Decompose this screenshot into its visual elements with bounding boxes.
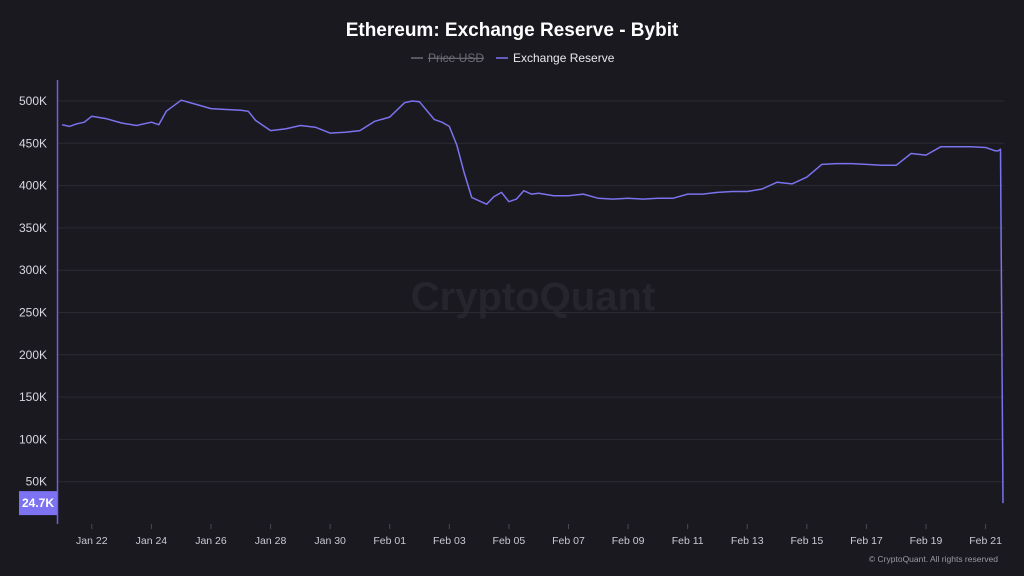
last-value-label: 24.7K xyxy=(22,496,54,510)
last-value-badge xyxy=(19,491,57,516)
y-tick-label: 300K xyxy=(19,263,47,277)
y-tick-label: 450K xyxy=(19,136,47,150)
y-tick-label: 150K xyxy=(19,390,47,404)
grid-lines xyxy=(58,100,1004,483)
x-tick-label: Feb 19 xyxy=(910,535,943,547)
x-tick-label: Feb 07 xyxy=(552,535,585,547)
series-line-exchange-reserve xyxy=(61,99,1004,504)
x-tick-label: Jan 26 xyxy=(195,535,227,547)
x-tick-label: Feb 15 xyxy=(791,535,824,547)
y-tick-label: 100K xyxy=(19,432,47,446)
y-tick-label: 50K xyxy=(26,475,47,489)
legend-exchange-reserve[interactable]: Exchange Reserve xyxy=(513,51,615,65)
legend: Price USD Exchange Reserve xyxy=(411,51,615,65)
x-tick-label: Jan 30 xyxy=(314,535,346,547)
x-tick-label: Jan 22 xyxy=(76,535,108,547)
x-tick-label: Feb 01 xyxy=(373,535,406,547)
last-value-marker: 24.7K xyxy=(19,491,57,516)
x-tick-label: Feb 09 xyxy=(612,535,645,547)
x-tick-label: Feb 17 xyxy=(850,535,883,547)
x-tick-label: Feb 11 xyxy=(672,535,704,547)
y-tick-label: 500K xyxy=(19,94,47,108)
y-tick-label: 400K xyxy=(19,179,47,193)
y-tick-label: 350K xyxy=(19,221,47,235)
watermark: CryptoQuant xyxy=(411,275,655,319)
y-tick-label: 250K xyxy=(19,306,47,320)
x-tick-label: Jan 28 xyxy=(255,535,287,547)
x-tick-label: Feb 03 xyxy=(433,535,466,547)
y-axis-ticks: 50K 100K 150K 200K 250K 300K 350K 400K 450K 500K xyxy=(19,94,47,489)
x-tick-label: Jan 24 xyxy=(136,535,168,547)
x-tick-label: Feb 05 xyxy=(493,535,526,547)
x-tick-label: Feb 13 xyxy=(731,535,764,547)
x-tick-label: Feb 21 xyxy=(969,535,1002,547)
y-tick-label: 200K xyxy=(19,348,47,362)
chart-title: Ethereum: Exchange Reserve - Bybit xyxy=(346,20,679,41)
copyright-credit: © CryptoQuant. All rights reserved xyxy=(869,554,998,564)
x-axis-ticks: Jan 22 Jan 24 Jan 26 Jan 28 Jan 30 Feb 01 Feb … xyxy=(76,524,1002,547)
legend-price-usd[interactable]: Price USD xyxy=(428,51,484,65)
